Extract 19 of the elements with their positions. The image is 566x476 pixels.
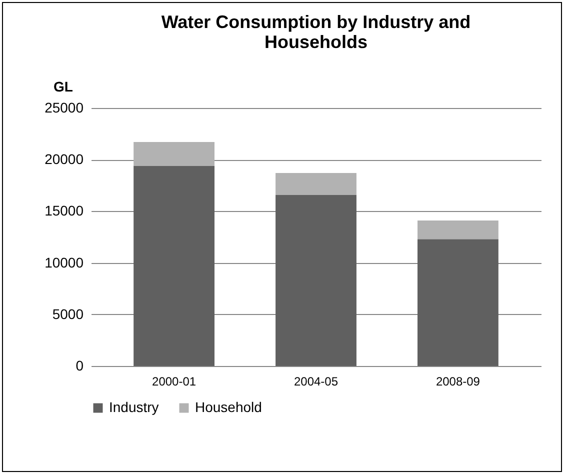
y-tick-label: 0	[76, 358, 84, 374]
y-tick-label: 15000	[44, 202, 84, 219]
legend-label: Household	[195, 399, 262, 415]
y-axis-title: GL	[54, 78, 74, 94]
y-tick-label: 5000	[52, 306, 84, 322]
bar	[418, 239, 498, 366]
bar	[134, 142, 214, 166]
bar	[418, 220, 498, 240]
legend-label: Industry	[109, 399, 159, 415]
y-tick-label: 10000	[44, 254, 84, 270]
chart-title: Water Consumption by Industry and Households	[161, 12, 471, 52]
y-tick-label: 25000	[44, 100, 84, 116]
x-tick-label: 2008-09	[436, 374, 480, 388]
x-tick-label: 2004-05	[294, 374, 338, 388]
bar	[276, 173, 356, 195]
x-tick-label: 2000-01	[152, 374, 196, 388]
y-tick-label: 20000	[44, 151, 84, 168]
bar	[134, 166, 214, 366]
bar	[276, 194, 356, 366]
